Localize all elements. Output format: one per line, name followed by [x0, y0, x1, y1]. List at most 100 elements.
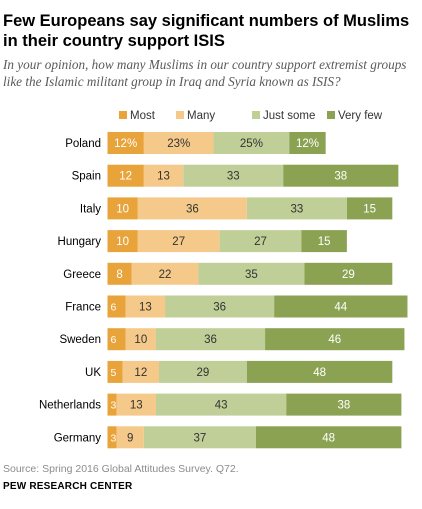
bar-greece-just-some [198, 262, 305, 285]
bar-poland-many [143, 132, 214, 154]
legend-label-just-some: Just some [263, 110, 315, 122]
bar-sweden-most [107, 328, 126, 351]
bar-germany-many [116, 426, 144, 449]
bar-italy-most [107, 197, 138, 220]
data-label-netherlands-just-some: 43 [215, 400, 228, 412]
data-label-spain-most: 12 [119, 171, 132, 183]
bar-italy-just-some [246, 197, 347, 220]
data-label-spain-many: 13 [157, 171, 170, 183]
category-label-greece: Greece [63, 269, 101, 281]
data-label-sweden-most: 6 [111, 334, 117, 346]
data-label-netherlands-very-few: 38 [337, 400, 350, 412]
data-label-greece-most: 8 [116, 269, 122, 281]
category-label-sweden: Sweden [59, 334, 101, 346]
category-label-poland: Poland [65, 138, 101, 150]
organization-credit: PEW RESEARCH CENTER [3, 481, 133, 492]
data-label-germany-most: 3 [111, 432, 117, 444]
bar-netherlands-just-some [155, 393, 287, 416]
data-label-spain-just-some: 33 [227, 171, 240, 183]
bar-netherlands-most [107, 393, 117, 416]
legend-swatch-many [176, 111, 184, 119]
bar-france-just-some [165, 295, 275, 318]
data-label-italy-very-few: 15 [363, 203, 376, 215]
bar-netherlands-many [116, 393, 156, 416]
data-label-uk-most: 5 [111, 367, 117, 379]
data-label-france-most: 6 [111, 302, 117, 314]
data-label-hungary-many: 27 [172, 236, 185, 248]
category-label-italy: Italy [80, 203, 101, 215]
data-label-poland-just-some: 25% [240, 138, 263, 150]
legend-swatch-just-some [252, 111, 260, 119]
category-label-uk: UK [85, 367, 101, 379]
category-label-germany: Germany [54, 432, 102, 444]
bar-hungary-very-few [301, 230, 347, 253]
bar-hungary-most [107, 230, 138, 253]
bar-poland-just-some [213, 132, 290, 154]
chart-subtitle: In your opinion, how many Muslims in our… [3, 57, 407, 89]
data-label-germany-just-some: 37 [194, 432, 207, 444]
bar-spain-just-some [183, 164, 284, 187]
data-label-italy-most: 10 [116, 203, 129, 215]
data-label-germany-very-few: 48 [322, 432, 335, 444]
data-label-france-many: 13 [139, 302, 152, 314]
bar-sweden-many [125, 328, 156, 351]
bar-italy-many [137, 197, 247, 220]
data-label-france-just-some: 36 [213, 302, 226, 314]
data-label-italy-just-some: 33 [290, 203, 303, 215]
bar-france-very-few [274, 295, 408, 318]
bar-greece-very-few [304, 262, 393, 285]
data-label-greece-many: 22 [159, 269, 172, 281]
bar-hungary-many [137, 230, 220, 253]
data-label-netherlands-many: 13 [130, 400, 143, 412]
data-label-sweden-many: 10 [134, 334, 147, 346]
legend-label-many: Many [187, 110, 215, 122]
bar-germany-most [107, 426, 117, 449]
data-label-uk-very-few: 48 [313, 367, 326, 379]
data-label-hungary-just-some: 27 [254, 236, 267, 248]
bar-germany-very-few [255, 426, 402, 449]
category-label-netherlands: Netherlands [39, 400, 101, 412]
bar-greece-most [107, 262, 132, 285]
bar-spain-most [107, 164, 144, 187]
data-label-poland-very-few: 12% [296, 138, 319, 150]
data-label-uk-many: 12 [134, 367, 147, 379]
data-label-spain-very-few: 38 [334, 171, 347, 183]
data-label-poland-most: 12% [114, 138, 137, 150]
bar-spain-very-few [283, 164, 399, 187]
legend-swatch-most [119, 111, 127, 119]
data-label-sweden-very-few: 46 [328, 334, 341, 346]
chart-title: Few Europeans say significant numbers of… [3, 12, 410, 50]
data-label-germany-many: 9 [127, 432, 133, 444]
data-label-greece-just-some: 35 [245, 269, 258, 281]
legend-label-most: Most [130, 110, 156, 122]
category-label-france: France [65, 302, 101, 314]
bar-hungary-just-some [219, 230, 302, 253]
bar-uk-just-some [159, 360, 247, 383]
legend-label-very-few: Very few [338, 110, 383, 122]
data-label-sweden-just-some: 36 [204, 334, 217, 346]
bar-poland-very-few [289, 132, 326, 154]
data-label-uk-just-some: 29 [197, 367, 210, 379]
bar-uk-most [107, 360, 123, 383]
bar-sweden-just-some [155, 328, 266, 351]
bar-france-many [125, 295, 166, 318]
data-label-netherlands-most: 3 [111, 400, 117, 412]
bar-italy-very-few [346, 197, 393, 220]
bar-netherlands-very-few [286, 393, 402, 416]
category-label-hungary: Hungary [58, 236, 102, 248]
data-label-italy-many: 36 [186, 203, 199, 215]
source-note: Source: Spring 2016 Global Attitudes Sur… [3, 463, 239, 475]
data-label-hungary-very-few: 15 [318, 236, 331, 248]
bar-greece-many [131, 262, 199, 285]
bar-poland-most [107, 132, 144, 154]
legend-swatch-very-few [327, 111, 335, 119]
data-label-france-very-few: 44 [334, 302, 347, 314]
category-label-spain: Spain [72, 171, 101, 183]
bar-sweden-very-few [265, 328, 405, 351]
bar-germany-just-some [143, 426, 256, 449]
data-label-hungary-most: 10 [116, 236, 129, 248]
bar-france-most [107, 295, 126, 318]
bar-uk-many [122, 360, 160, 383]
data-label-poland-many: 23% [167, 138, 190, 150]
